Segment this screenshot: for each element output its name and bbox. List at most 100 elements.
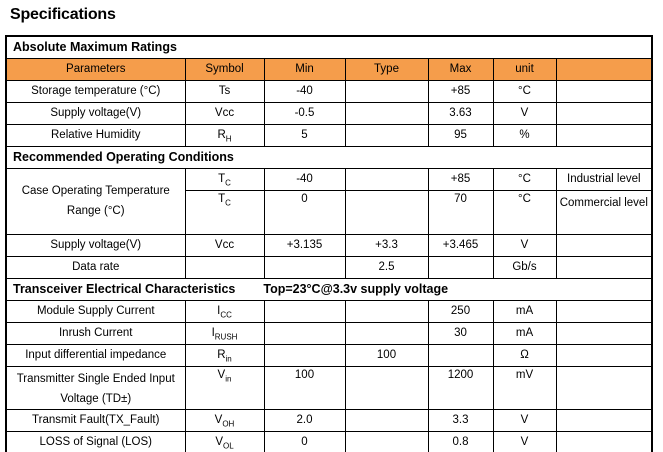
table-row-case-temperature-commercial: TC 0 70 °C Commercial level bbox=[6, 189, 653, 235]
max-cell bbox=[427, 343, 494, 367]
unit-cell: % bbox=[492, 123, 557, 147]
unit-cell: Ω bbox=[492, 343, 557, 367]
table-row-data-rate: Data rate 2.5 Gb/s bbox=[5, 255, 653, 279]
max-cell: +85 bbox=[427, 79, 494, 103]
unit-cell: mV bbox=[492, 365, 557, 410]
max-cell: +3.465 bbox=[427, 233, 494, 257]
symbol-cell: Vin bbox=[184, 365, 265, 410]
section-subtitle: Top=23°C@3.3v supply voltage bbox=[263, 282, 449, 296]
symbol-text: V bbox=[214, 414, 223, 427]
param-cell: Relative Humidity bbox=[5, 123, 186, 147]
unit-cell: V bbox=[492, 101, 557, 125]
unit-cell: °C bbox=[492, 167, 557, 191]
max-cell: 70 bbox=[427, 189, 494, 235]
symbol-text: T bbox=[218, 173, 226, 185]
note-cell bbox=[555, 343, 653, 367]
max-cell: 3.63 bbox=[427, 101, 494, 125]
unit-cell: °C bbox=[492, 79, 557, 103]
min-cell: +3.135 bbox=[263, 233, 346, 257]
symbol-text: T bbox=[218, 192, 226, 205]
symbol-subscript: in bbox=[225, 354, 232, 364]
table-row-inrush-current: Inrush Current IRUSH 30 mA bbox=[5, 321, 653, 345]
min-cell: 100 bbox=[263, 365, 346, 410]
type-cell: +3.3 bbox=[344, 233, 429, 257]
symbol-cell: Vcc bbox=[184, 101, 265, 125]
param-cell: Supply voltage(V) bbox=[5, 233, 186, 257]
symbol-text: Vcc bbox=[214, 239, 235, 251]
symbol-subscript: RUSH bbox=[214, 332, 238, 342]
symbol-cell: Rin bbox=[184, 343, 265, 367]
section-title-cell: Transceiver Electrical Characteristics To… bbox=[5, 277, 653, 301]
unit-cell: V bbox=[492, 430, 557, 452]
max-cell: 250 bbox=[427, 299, 494, 323]
symbol-subscript: C bbox=[225, 197, 231, 207]
table-row-loss-of-signal: LOSS of Signal (LOS) VOL 0 0.8 V bbox=[5, 430, 653, 452]
col-header-symbol: Symbol bbox=[184, 57, 265, 81]
type-cell bbox=[344, 123, 429, 147]
symbol-cell: Vcc bbox=[184, 233, 265, 257]
param-cell: Inrush Current bbox=[5, 321, 186, 345]
unit-cell: mA bbox=[492, 321, 557, 345]
symbol-subscript: OL bbox=[223, 441, 234, 451]
note-cell bbox=[555, 101, 653, 125]
param-cell: Module Supply Current bbox=[5, 299, 186, 323]
symbol-cell: TC bbox=[184, 167, 265, 191]
min-cell: 2.0 bbox=[263, 408, 346, 432]
symbol-text: R bbox=[217, 349, 226, 361]
symbol-text: I bbox=[217, 305, 221, 317]
col-header-blank bbox=[555, 57, 653, 81]
type-cell bbox=[344, 408, 429, 432]
max-cell: 30 bbox=[427, 321, 494, 345]
min-cell bbox=[263, 255, 346, 279]
type-cell bbox=[344, 299, 429, 323]
param-cell: Supply voltage(V) bbox=[5, 101, 186, 125]
symbol-subscript: in bbox=[225, 373, 232, 383]
symbol-cell: TC bbox=[184, 189, 265, 235]
note-cell bbox=[555, 430, 653, 452]
type-cell bbox=[344, 430, 429, 452]
table-row-input-differential-impedance: Input differential impedance Rin 100 Ω bbox=[5, 343, 653, 367]
symbol-subscript: H bbox=[225, 134, 232, 144]
column-header-row: Parameters Symbol Min Type Max unit bbox=[5, 57, 653, 81]
symbol-text: V bbox=[217, 368, 226, 381]
param-cell: Case Operating Temperature Range (°C) bbox=[5, 167, 186, 235]
symbol-text: V bbox=[215, 436, 223, 448]
table-row-relative-humidity: Relative Humidity RH 5 95 % bbox=[5, 123, 653, 147]
section-row-recommended-operating-conditions: Recommended Operating Conditions bbox=[5, 145, 653, 169]
page-title: Specifications bbox=[10, 6, 116, 23]
symbol-text: Vcc bbox=[214, 107, 235, 119]
col-header-parameters: Parameters bbox=[5, 57, 186, 81]
param-cell: Storage temperature (°C) bbox=[5, 79, 186, 103]
min-cell: 0 bbox=[263, 430, 346, 452]
note-cell bbox=[555, 123, 653, 147]
unit-cell: °C bbox=[492, 189, 557, 235]
type-cell bbox=[344, 167, 429, 191]
type-cell bbox=[344, 321, 429, 345]
col-header-max: Max bbox=[427, 57, 494, 81]
unit-cell: V bbox=[492, 233, 557, 257]
min-cell bbox=[263, 321, 346, 345]
unit-cell: mA bbox=[492, 299, 557, 323]
max-cell: 3.3 bbox=[427, 408, 494, 432]
table-row-case-temperature-industrial: Case Operating Temperature Range (°C) TC… bbox=[5, 167, 653, 235]
symbol-text: Ts bbox=[218, 85, 231, 97]
section-title: Transceiver Electrical Characteristics bbox=[13, 282, 236, 296]
specifications-table: Absolute Maximum Ratings Parameters Symb… bbox=[5, 35, 654, 452]
col-header-type: Type bbox=[344, 57, 429, 81]
symbol-subscript: C bbox=[225, 178, 231, 188]
note-cell bbox=[555, 79, 653, 103]
type-cell bbox=[344, 365, 429, 410]
symbol-cell: ICC bbox=[184, 299, 265, 323]
table-row-transmit-fault: Transmit Fault(TX_Fault) VOH 2.0 3.3 V bbox=[5, 408, 653, 432]
note-cell bbox=[555, 321, 653, 345]
max-cell: 95 bbox=[427, 123, 494, 147]
max-cell: +85 bbox=[427, 167, 494, 191]
symbol-cell: IRUSH bbox=[184, 321, 265, 345]
min-cell: -0.5 bbox=[263, 101, 346, 125]
note-cell bbox=[555, 233, 653, 257]
type-cell: 100 bbox=[344, 343, 429, 367]
min-cell: 5 bbox=[263, 123, 346, 147]
note-cell: Industrial level bbox=[555, 167, 653, 191]
max-cell bbox=[427, 255, 494, 279]
unit-cell: Gb/s bbox=[492, 255, 557, 279]
